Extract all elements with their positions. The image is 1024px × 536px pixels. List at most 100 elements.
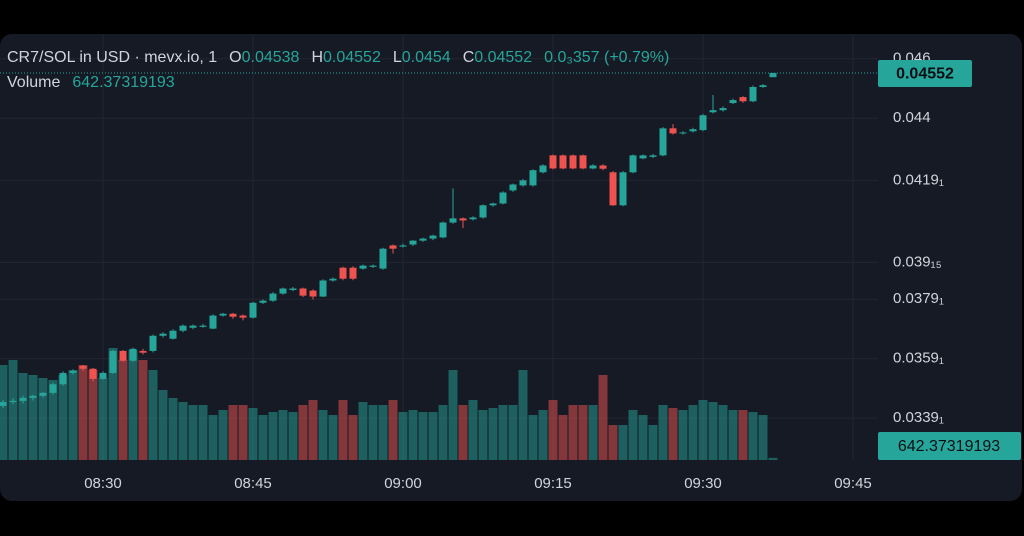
candle-body (19, 397, 27, 401)
candle-body (49, 384, 57, 393)
volume-bar (588, 405, 598, 460)
candle-body (689, 129, 697, 132)
volume-bar (158, 390, 168, 460)
legend: CR7/SOL in USD · mevx.io, 1 O0.04538 H0.04… (7, 45, 681, 95)
volume-bar (708, 402, 718, 460)
candle-body (189, 325, 197, 328)
volume-bar (608, 425, 618, 460)
low-value: 0.0454 (401, 49, 451, 66)
volume-row: Volume 642.37319193 (7, 70, 681, 95)
candle-body (179, 325, 187, 331)
candle-body (239, 315, 247, 318)
candle-body (769, 73, 777, 78)
candle-body (679, 132, 687, 134)
candle-body (579, 155, 587, 169)
volume-bar (188, 405, 198, 460)
volume-bar (368, 405, 378, 460)
volume-bar (748, 412, 758, 460)
volume-bar (268, 412, 278, 460)
volume-value: 642.37319193 (72, 74, 175, 91)
candle-body (29, 395, 37, 398)
volume-bar (628, 410, 638, 460)
ohlc-letter: L (392, 49, 402, 66)
candle-body (159, 333, 167, 336)
candle-body (129, 348, 137, 361)
volume-bar (528, 415, 538, 460)
volume-bar (458, 405, 468, 460)
volume-bar (758, 415, 768, 460)
volume-bar (428, 412, 438, 460)
candle-body (759, 85, 767, 88)
candle-body (89, 368, 97, 379)
volume-bar (438, 405, 448, 460)
volume-bar (118, 360, 128, 460)
volume-bar (638, 415, 648, 460)
candle-body (569, 155, 577, 169)
x-tick-label: 09:45 (834, 475, 872, 492)
volume-bar (768, 457, 778, 460)
x-tick-label: 09:30 (684, 475, 722, 492)
y-tick-label: 0.044 (893, 109, 931, 126)
candle-body (699, 115, 707, 131)
volume-bar (738, 410, 748, 460)
candle-body (549, 155, 557, 169)
candle-body (429, 235, 437, 239)
volume-bar (128, 350, 138, 460)
candle-body (259, 300, 267, 303)
volume-bar (168, 398, 178, 460)
candle-body (399, 245, 407, 247)
volume-bar (488, 408, 498, 460)
volume-bar (58, 375, 68, 460)
candle-body (379, 248, 387, 269)
volume-badge (878, 432, 1021, 460)
volume-bar (618, 425, 628, 460)
candle-body (709, 110, 717, 113)
high-value: 0.04552 (323, 49, 381, 66)
candle-body (79, 365, 87, 369)
candle-body (729, 100, 737, 104)
candle-body (269, 293, 277, 301)
candle-body (649, 155, 657, 157)
candle-body (119, 350, 127, 361)
last-price-badge (878, 60, 972, 88)
candle-body (309, 290, 317, 297)
candle-body (9, 400, 17, 403)
candle-body (169, 330, 177, 339)
volume-bar (578, 405, 588, 460)
y-tick-label: 0.039₁₅ (893, 253, 942, 270)
candle-body (349, 267, 357, 279)
candle-body (629, 155, 637, 173)
volume-bar (298, 405, 308, 460)
volume-bar (278, 410, 288, 460)
candle-body (319, 280, 327, 297)
candle-body (469, 217, 477, 220)
volume-bar (148, 370, 158, 460)
volume-bar (688, 405, 698, 460)
volume-bar (388, 400, 398, 460)
volume-bar (108, 348, 118, 460)
candle-body (719, 108, 727, 111)
candle-body (339, 267, 347, 279)
candle-body (639, 155, 647, 159)
volume-bar (538, 410, 548, 460)
candle-body (619, 172, 627, 206)
volume-bar (28, 375, 38, 460)
ohlc-letter: H (311, 49, 323, 66)
volume-bar (218, 410, 228, 460)
volume-bar (248, 408, 258, 460)
symbol-title: CR7/SOL in USD · mevx.io, 1 (7, 49, 218, 66)
candle-body (109, 350, 117, 373)
candle-body (289, 288, 297, 290)
volume-bar (658, 405, 668, 460)
candle-body (209, 315, 217, 329)
volume-bar (478, 410, 488, 460)
candle-body (669, 128, 677, 134)
x-tick-label: 09:15 (534, 475, 572, 492)
candle-body (499, 192, 507, 204)
candle-body (659, 128, 667, 156)
volume-bar (348, 415, 358, 460)
y-tick-label: 0.0379₁ (893, 290, 944, 307)
volume-bar (718, 405, 728, 460)
